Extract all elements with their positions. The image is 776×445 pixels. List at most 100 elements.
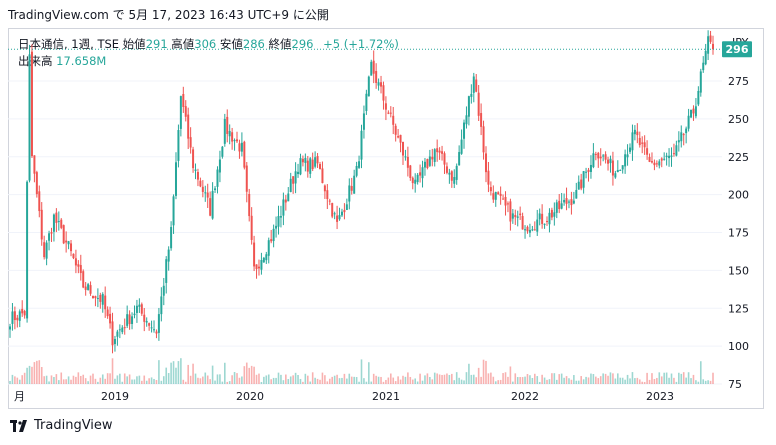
volume-bar: [333, 375, 336, 384]
volume-bar: [328, 378, 331, 384]
candle-body: [348, 185, 351, 202]
volume-bar: [558, 374, 561, 384]
volume-bar: [126, 376, 128, 384]
candle-body: [397, 136, 400, 138]
candle-body: [609, 158, 612, 164]
candle-body: [238, 143, 241, 152]
candle-body: [52, 214, 55, 232]
volume-bar: [573, 375, 575, 384]
candle-body: [475, 79, 478, 92]
candle-body: [240, 142, 243, 152]
volume-bar: [680, 373, 683, 384]
candle-body: [392, 115, 395, 125]
candle-body: [77, 264, 80, 267]
volume-bar: [282, 380, 285, 384]
volume-bar: [209, 379, 211, 384]
candle-body: [633, 129, 636, 135]
volume-bar: [43, 376, 45, 384]
volume-bar: [553, 373, 556, 384]
candle-body: [231, 132, 234, 142]
candle-body: [267, 240, 270, 256]
candle-body: [487, 170, 490, 185]
volume-bar: [687, 372, 690, 384]
volume-bar: [538, 381, 541, 384]
volume-bar: [380, 376, 382, 384]
volume-bar: [326, 381, 329, 384]
candle-body: [514, 215, 517, 218]
candle-body: [21, 308, 24, 314]
volume-bar: [529, 375, 531, 384]
volume-bar: [170, 362, 172, 384]
candle-body: [421, 167, 424, 179]
volume-bar: [577, 380, 580, 384]
candle-body: [509, 201, 512, 222]
candle-body: [587, 169, 590, 172]
candle-body: [438, 150, 441, 153]
candle-body: [319, 164, 322, 170]
volume-bar: [311, 372, 314, 384]
volume-bar: [60, 372, 63, 384]
volume-bar: [453, 380, 456, 384]
candle-body: [655, 163, 658, 165]
candle-body: [658, 161, 661, 166]
candle-body: [145, 321, 148, 323]
volume-bar: [204, 372, 207, 384]
volume-bar: [568, 378, 570, 384]
volume-bar: [346, 378, 348, 384]
volume-bar: [306, 375, 309, 384]
volume-bar: [336, 374, 338, 384]
volume-bar: [165, 367, 168, 384]
candle-body: [433, 149, 436, 162]
volume-bar: [189, 375, 192, 384]
volume-bar: [343, 373, 346, 384]
candle-body: [423, 161, 426, 168]
volume-bar: [407, 372, 409, 384]
candle-body: [663, 158, 666, 160]
volume-bar: [617, 373, 619, 384]
candle-body: [592, 153, 595, 168]
volume-bar: [79, 375, 82, 384]
candle-body: [467, 96, 470, 117]
candle-body: [668, 155, 671, 159]
volume-bar: [448, 374, 451, 384]
candle-body: [96, 297, 99, 299]
volume-bar: [526, 373, 529, 384]
volume-bar: [597, 378, 600, 384]
volume-bar: [143, 375, 146, 384]
candle-body: [570, 199, 573, 206]
volume-bar: [433, 372, 436, 384]
candle-body: [255, 264, 258, 270]
volume-bar: [387, 377, 390, 384]
volume-bar: [111, 358, 114, 384]
volume-bar: [492, 376, 495, 384]
candle-body: [9, 326, 11, 330]
footer-brand: TradingView: [34, 418, 113, 433]
candle-body: [687, 115, 690, 129]
candle-body: [104, 295, 107, 310]
candle-body: [187, 114, 190, 139]
candle-body: [292, 176, 295, 184]
volume-bar: [419, 373, 421, 384]
candle-body: [170, 227, 173, 249]
volume-bar: [368, 362, 370, 384]
candle-body: [87, 284, 90, 290]
footer: TradingView: [10, 418, 113, 433]
candle-body: [589, 164, 592, 172]
volume-bar: [521, 377, 524, 384]
volume-bar: [92, 373, 94, 384]
candle-body: [48, 233, 51, 241]
price-badge-label: 296: [726, 43, 749, 56]
volume-bar: [494, 381, 497, 384]
volume-bar: [460, 379, 463, 384]
candle-body: [123, 327, 126, 329]
candle-body: [480, 113, 483, 127]
volume-bar: [299, 378, 302, 384]
volume-bar: [23, 372, 26, 384]
volume-bar: [397, 376, 399, 384]
candle-body: [226, 116, 229, 134]
volume-bar: [250, 365, 253, 384]
volume-bar: [40, 366, 43, 384]
y-tick-label: 150: [728, 264, 749, 277]
volume-bar: [587, 377, 590, 384]
